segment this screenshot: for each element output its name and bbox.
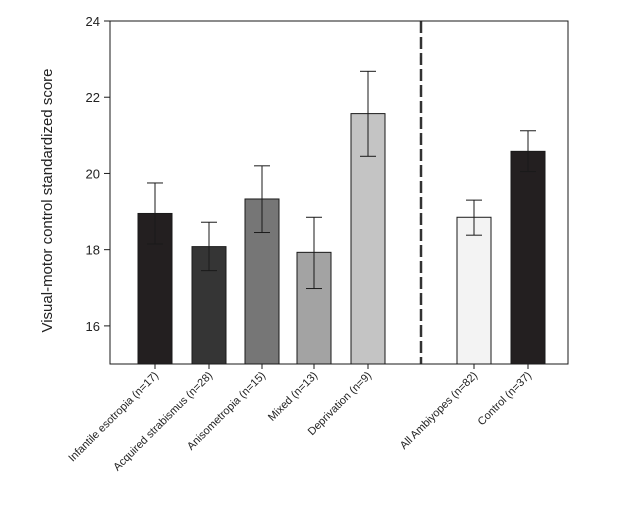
x-tick-label-7: Control (n=37) — [476, 370, 534, 428]
x-tick-label-1: Infantile esotropia (n=17) — [66, 370, 161, 465]
bar-4 — [296, 251, 332, 365]
y-tick-label-18: 18 — [86, 243, 100, 258]
x-tick-label-4: Mixed (n=13) — [266, 370, 320, 424]
y-tick-label-16: 16 — [86, 319, 100, 334]
bars-layer — [137, 113, 546, 365]
y-axis: 16 18 20 22 24 — [86, 14, 110, 334]
bar-6 — [456, 216, 492, 365]
error-bars-layer — [147, 70, 536, 290]
y-axis-label: Visual-motor control standardized score — [39, 68, 56, 332]
y-tick-label-22: 22 — [86, 90, 100, 105]
x-tick-label-6: All Ambiyopes (n=82) — [398, 370, 480, 452]
y-tick-label-24: 24 — [86, 14, 100, 29]
x-tick-label-2: Acquired strabismus (n=28) — [111, 370, 215, 474]
bar-7 — [510, 150, 546, 365]
plot-frame — [109, 20, 569, 365]
x-axis: Infantile esotropia (n=17)Acquired strab… — [66, 364, 534, 473]
y-tick-label-20: 20 — [86, 166, 100, 181]
